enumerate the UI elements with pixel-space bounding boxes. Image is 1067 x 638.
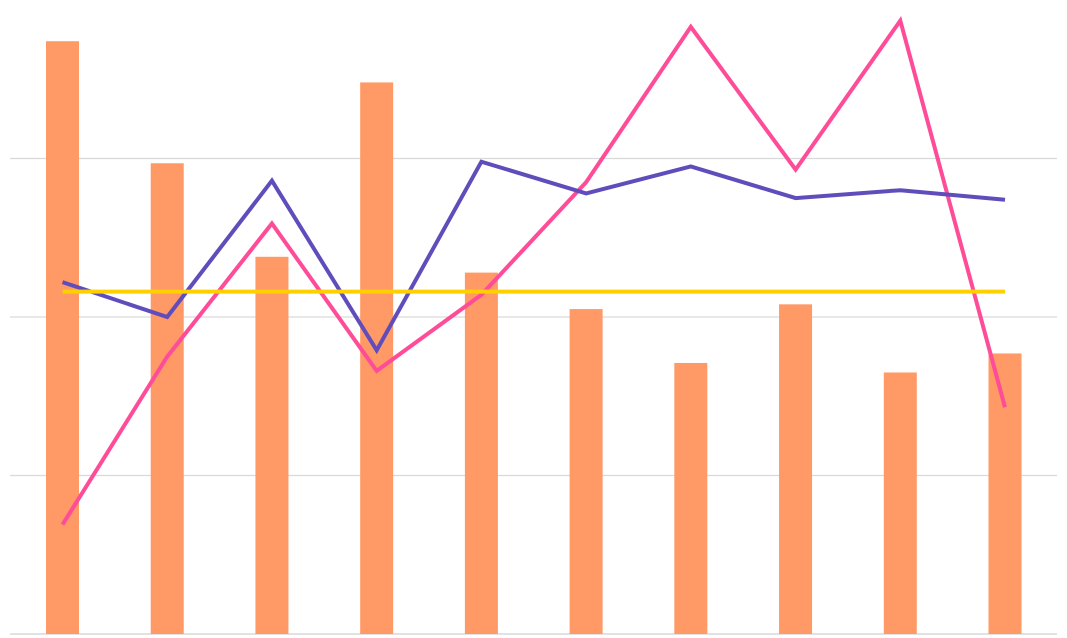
bar (569, 309, 603, 634)
bar (674, 362, 708, 634)
line-series-2 (61, 159, 1006, 355)
bar (150, 163, 184, 634)
bar (255, 256, 289, 634)
bar (883, 372, 917, 634)
bar (46, 41, 79, 634)
bar-series (46, 41, 1022, 635)
bar (360, 82, 394, 635)
bar (464, 272, 498, 634)
bar (779, 304, 813, 634)
bar (988, 353, 1022, 634)
gridlines (10, 157, 1057, 635)
line-series-1 (60, 15, 1007, 526)
line-series-group (60, 15, 1007, 526)
